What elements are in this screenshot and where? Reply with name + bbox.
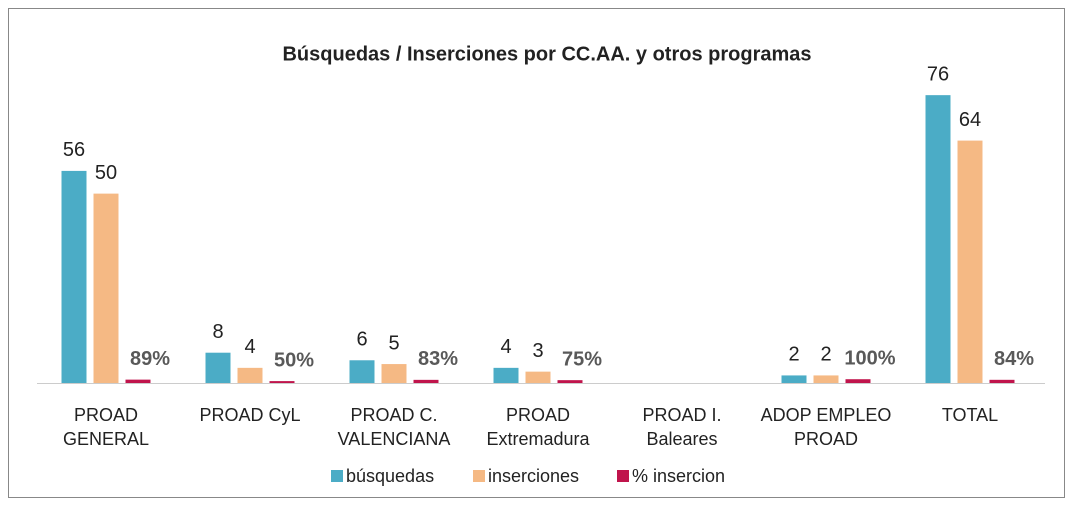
legend-label: búsquedas [346,466,434,486]
data-label: 8 [212,321,223,343]
bar [957,140,983,383]
bar [925,95,951,384]
data-label: 4 [500,336,511,358]
data-label: 6 [356,329,367,351]
x-tick-label: PROAD I. Baleares [642,405,722,449]
legend-label: inserciones [488,466,579,486]
data-label: 2 [788,344,799,366]
x-tick-label: PROAD GENERAL [62,405,150,449]
x-tick-label: TOTAL [941,405,999,425]
x-tick-label: PROAD CyL [199,405,301,425]
bar [989,379,1015,383]
bar [557,380,583,383]
data-label: 84% [994,348,1034,370]
legend-swatch [331,470,343,482]
data-label: 50% [274,349,314,371]
bar [125,379,151,383]
x-tick-label: PROAD C. VALENCIANA [337,405,451,449]
data-label: 50 [95,162,117,184]
bar [205,352,231,383]
data-label: 2 [820,344,831,366]
bar [493,367,519,383]
bar [525,371,551,383]
bar [237,367,263,383]
chart-frame [8,8,1065,498]
data-label: 3 [532,340,543,362]
bar [93,193,119,383]
x-tick-label: ADOP EMPLEO PROAD [760,405,892,449]
legend-swatch [473,470,485,482]
data-label: 56 [63,139,85,161]
x-tick-label: PROAD Extremadura [486,405,590,449]
data-label: 76 [927,63,949,85]
data-label: 4 [244,336,255,358]
bar [349,360,375,383]
data-label: 83% [418,348,458,370]
data-label: 75% [562,348,602,370]
bar [813,375,839,383]
bar [781,375,807,383]
legend-swatch [617,470,629,482]
data-label: 64 [959,109,981,131]
data-label: 89% [130,348,170,370]
data-label: 100% [844,347,895,369]
legend-label: % insercion [632,466,725,486]
bar [845,379,871,383]
bar [381,364,407,383]
data-label: 5 [388,332,399,354]
chart-title: Búsquedas / Inserciones por CC.AA. y otr… [282,43,811,65]
bar [61,170,87,383]
bar [413,379,439,383]
bar [269,381,295,383]
